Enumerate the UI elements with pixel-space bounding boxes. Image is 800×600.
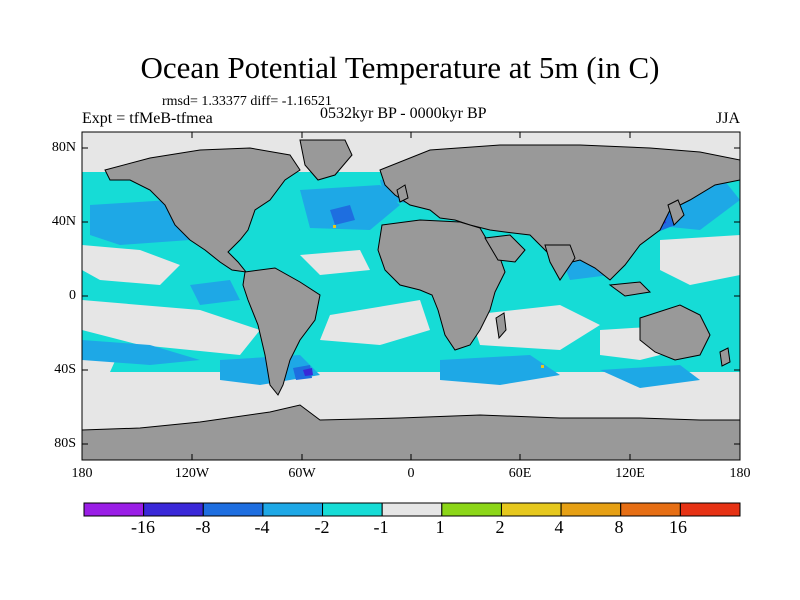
north-america (104, 147, 301, 273)
colorbar-label: -2 (314, 517, 330, 537)
season-label: JJA (715, 110, 740, 127)
colorbar-box (500, 502, 562, 517)
colorbar-box (560, 502, 622, 517)
africa (377, 219, 506, 351)
uk (396, 184, 409, 203)
lon-label-120w: 120W (174, 466, 210, 481)
colorbar-box (322, 502, 383, 517)
colorbar-label: -4 (254, 517, 270, 537)
colorbar-box (381, 502, 443, 517)
lat-label-80n: 80N (51, 140, 76, 155)
axis-ticks (82, 132, 740, 460)
south-america (242, 267, 321, 396)
colorbar-label: 8 (614, 517, 624, 537)
stats-text: rmsd= 1.33377 diff= -1.16521 (162, 94, 332, 109)
lon-label-180w: 180 (71, 466, 93, 481)
madagascar (495, 312, 507, 340)
colorbar (83, 502, 741, 517)
colorbar-box (679, 502, 741, 517)
lon-label-120e: 120E (615, 466, 645, 481)
japan (667, 199, 685, 226)
greenland (299, 139, 353, 181)
land (82, 139, 740, 460)
colorbar-label: -8 (195, 517, 211, 537)
colorbar-box (83, 502, 145, 517)
lat-label-40n: 40N (51, 214, 76, 229)
colorbar-label: 1 (435, 517, 445, 537)
lon-label-60e: 60E (508, 466, 532, 481)
colorbar-label: -1 (373, 517, 389, 537)
antarctica (82, 404, 740, 460)
colorbar-box (262, 502, 324, 517)
map-plot-area (82, 132, 740, 460)
experiment-label: Expt = tfMeB-tfmea (82, 110, 213, 127)
period-label: 0532kyr BP - 0000kyr BP (320, 105, 487, 122)
colorbar-box (620, 502, 681, 517)
lat-label-0: 0 (69, 288, 76, 303)
map-title: Ocean Potential Temperature at 5m (in C) (140, 50, 660, 85)
new-zealand (719, 347, 731, 367)
lon-label-0: 0 (407, 466, 415, 481)
india (544, 244, 576, 281)
lon-label-60w: 60W (288, 466, 316, 481)
lon-label-180e: 180 (729, 466, 751, 481)
colorbar-box (143, 502, 204, 517)
colorbar-label: 2 (495, 517, 505, 537)
colorbar-label: 16 (669, 517, 687, 537)
eurasia (379, 144, 740, 281)
colorbar-label: 4 (554, 517, 564, 537)
colorbar-box (441, 502, 502, 517)
lat-label-40s: 40S (54, 362, 76, 377)
australia (639, 304, 711, 361)
colorbar-label: -16 (131, 517, 155, 537)
indonesia (608, 281, 652, 297)
lat-label-80s: 80S (54, 436, 76, 451)
arabia (484, 234, 526, 263)
colorbar-box (202, 502, 264, 517)
